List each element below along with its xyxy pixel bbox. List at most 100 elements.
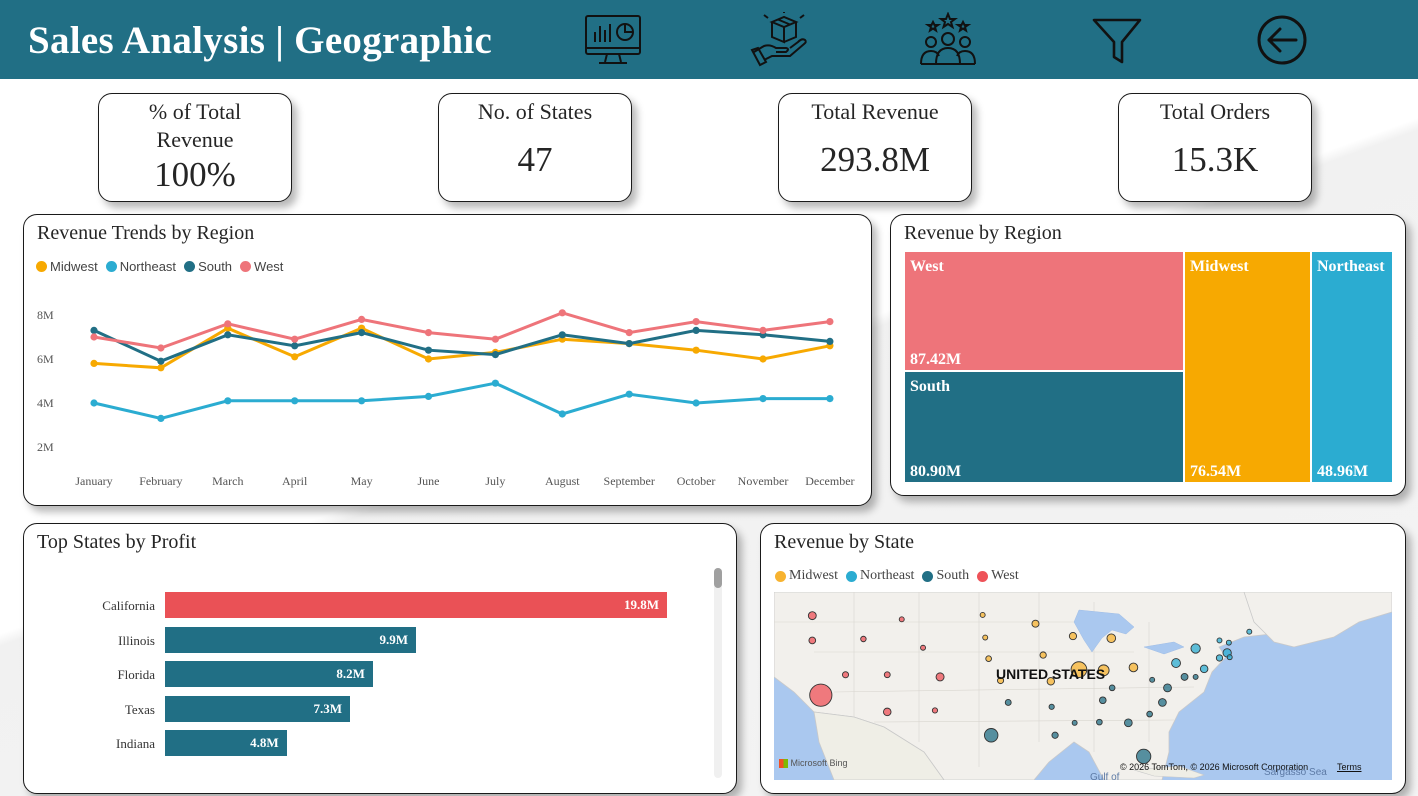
data-point-west[interactable]: [157, 344, 165, 352]
data-point-west[interactable]: [424, 329, 433, 337]
legend-item-south[interactable]: South: [184, 259, 232, 274]
data-point-midwest[interactable]: [90, 359, 98, 367]
state-bubble-virginia[interactable]: [1163, 683, 1172, 693]
scrollbar[interactable]: [714, 568, 722, 778]
data-point-south[interactable]: [692, 326, 700, 334]
data-point-west[interactable]: [90, 333, 98, 341]
data-point-south[interactable]: [558, 331, 566, 339]
data-point-west[interactable]: [491, 335, 499, 343]
state-bubble-new-mexico[interactable]: [931, 707, 939, 714]
data-point-midwest[interactable]: [157, 364, 165, 372]
legend-item-west[interactable]: West: [977, 568, 1019, 584]
series-line-south[interactable]: [93, 328, 831, 363]
state-bubble-colorado[interactable]: [935, 672, 945, 682]
state-bubble-new-york[interactable]: [1190, 643, 1201, 654]
series-line-midwest[interactable]: [93, 326, 831, 370]
state-bubble-iowa[interactable]: [1039, 651, 1047, 659]
data-point-northeast[interactable]: [224, 397, 232, 405]
product-hand-box-icon[interactable]: [750, 10, 810, 68]
state-bubble-arkansas[interactable]: [1048, 703, 1055, 710]
data-point-south[interactable]: [224, 331, 232, 339]
data-point-south[interactable]: [358, 329, 366, 337]
data-point-west[interactable]: [558, 309, 566, 317]
data-point-west[interactable]: [826, 318, 834, 326]
back-arrow-icon[interactable]: [1252, 12, 1312, 68]
data-point-west[interactable]: [358, 315, 366, 323]
series-line-west[interactable]: [93, 311, 831, 350]
state-bubble-tennessee[interactable]: [1098, 696, 1107, 705]
data-point-west[interactable]: [291, 335, 299, 343]
data-point-northeast[interactable]: [358, 397, 366, 405]
scrollbar-thumb[interactable]: [714, 568, 722, 588]
legend-item-northeast[interactable]: Northeast: [105, 259, 176, 274]
legend-item-midwest[interactable]: Midwest: [775, 568, 838, 584]
state-bubble-arizona[interactable]: [883, 707, 892, 717]
state-bubble-louisiana[interactable]: [1051, 731, 1059, 739]
state-bubble-wyoming[interactable]: [920, 644, 926, 651]
series-line-northeast[interactable]: [93, 381, 830, 420]
data-point-west[interactable]: [692, 318, 700, 326]
treemap-cell-west[interactable]: West 87.42M: [905, 252, 1183, 370]
data-point-northeast[interactable]: [424, 392, 433, 400]
state-bubble-south-carolina[interactable]: [1146, 710, 1153, 718]
state-bubble-idaho[interactable]: [860, 635, 867, 643]
data-point-northeast[interactable]: [826, 395, 834, 403]
data-point-northeast[interactable]: [625, 390, 633, 398]
state-bubble-mississippi[interactable]: [1071, 719, 1078, 726]
data-point-south[interactable]: [826, 337, 834, 345]
state-bubble-montana[interactable]: [898, 616, 905, 623]
state-bubble-west-virginia[interactable]: [1149, 676, 1156, 683]
state-bubble-rhode-island[interactable]: [1226, 654, 1233, 661]
filter-icon[interactable]: [1088, 12, 1148, 68]
state-bubble-georgia[interactable]: [1124, 718, 1133, 728]
data-point-northeast[interactable]: [759, 395, 767, 403]
data-point-south[interactable]: [157, 357, 165, 365]
map-canvas[interactable]: [774, 592, 1392, 780]
data-point-south[interactable]: [424, 346, 433, 354]
state-bubble-texas[interactable]: [983, 728, 999, 743]
dashboard-icon[interactable]: [583, 12, 643, 68]
state-bubble-florida[interactable]: [1136, 748, 1152, 765]
data-point-south[interactable]: [625, 340, 633, 348]
state-bubble-vermont[interactable]: [1216, 637, 1223, 644]
data-point-northeast[interactable]: [291, 397, 299, 405]
bar-illinois[interactable]: 9.9M: [165, 626, 416, 653]
data-point-northeast[interactable]: [491, 379, 499, 387]
state-bubble-alabama[interactable]: [1096, 718, 1103, 726]
state-bubble-missouri[interactable]: [1046, 677, 1055, 686]
state-bubble-delaware[interactable]: [1192, 673, 1199, 680]
state-bubble-wisconsin[interactable]: [1068, 632, 1078, 641]
state-bubble-illinois[interactable]: [1070, 661, 1088, 678]
state-bubble-pennsylvania[interactable]: [1171, 658, 1181, 668]
state-bubble-utah[interactable]: [883, 671, 891, 679]
state-bubble-michigan[interactable]: [1106, 633, 1117, 644]
state-bubble-connecticut[interactable]: [1215, 654, 1224, 662]
state-bubble-kansas[interactable]: [997, 677, 1005, 685]
state-bubble-kentucky[interactable]: [1108, 684, 1116, 692]
state-bubble-washington[interactable]: [807, 611, 817, 621]
state-bubble-minnesota[interactable]: [1031, 619, 1040, 628]
treemap-cell-northeast[interactable]: Northeast 48.96M: [1312, 252, 1392, 482]
data-point-south[interactable]: [491, 351, 499, 359]
data-point-west[interactable]: [625, 329, 633, 337]
state-bubble-maine[interactable]: [1246, 628, 1253, 635]
state-bubble-ohio[interactable]: [1128, 662, 1139, 673]
data-point-northeast[interactable]: [90, 399, 98, 407]
data-point-midwest[interactable]: [759, 355, 767, 363]
data-point-west[interactable]: [759, 326, 767, 334]
data-point-northeast[interactable]: [157, 414, 165, 422]
data-point-midwest[interactable]: [291, 353, 299, 361]
state-bubble-nevada[interactable]: [842, 671, 850, 679]
legend-item-west[interactable]: West: [240, 259, 283, 274]
state-bubble-california[interactable]: [809, 683, 833, 707]
data-point-west[interactable]: [224, 320, 232, 328]
data-point-northeast[interactable]: [692, 399, 700, 407]
state-bubble-oklahoma[interactable]: [1004, 699, 1012, 706]
data-point-south[interactable]: [291, 342, 299, 350]
legend-item-northeast[interactable]: Northeast: [846, 568, 914, 584]
legend-item-south[interactable]: South: [922, 568, 969, 584]
state-bubble-new-jersey[interactable]: [1199, 664, 1209, 674]
state-bubble-north-dakota[interactable]: [979, 611, 986, 618]
legend-item-midwest[interactable]: Midwest: [36, 259, 98, 274]
data-point-northeast[interactable]: [558, 410, 566, 418]
